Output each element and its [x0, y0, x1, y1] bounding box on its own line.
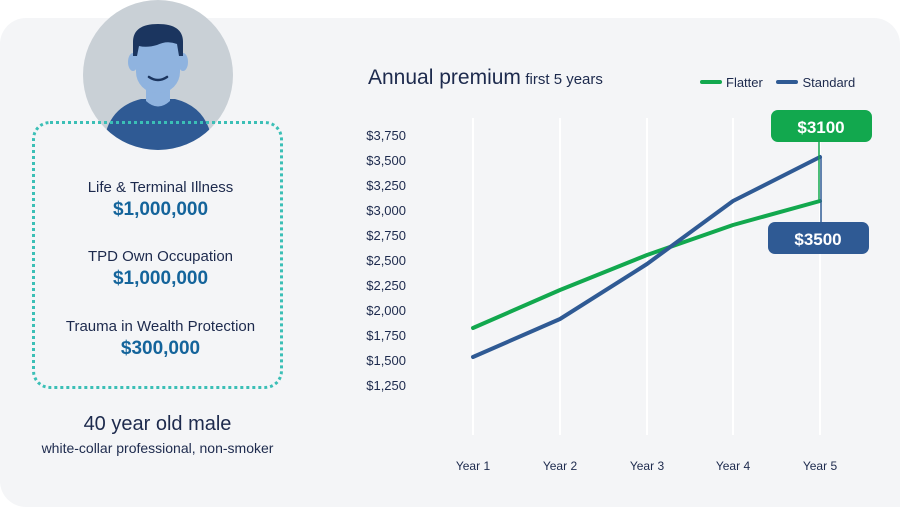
chart-title-main: Annual premium	[368, 66, 521, 89]
coverage-label: Life & Terminal Illness	[87, 179, 234, 196]
avatar	[83, 0, 233, 150]
coverage-label: TPD Own Occupation	[87, 248, 234, 265]
y-tick-label: $2,500	[366, 253, 406, 268]
coverage-box: Life & Terminal Illness $1,000,000 TPD O…	[32, 121, 283, 389]
x-tick-label: Year 4	[716, 459, 751, 473]
callout-label-standard: $3500	[794, 230, 841, 249]
x-tick-label: Year 1	[456, 459, 491, 473]
chart-title-sub: first 5 years	[525, 71, 603, 88]
y-tick-label: $3,750	[366, 128, 406, 143]
y-tick-label: $2,000	[366, 303, 406, 318]
legend-item-standard: Standard	[776, 75, 855, 90]
y-tick-label: $1,250	[366, 378, 406, 393]
y-tick-label: $3,250	[366, 178, 406, 193]
callout-badge-standard	[768, 222, 869, 254]
legend-swatch-flatter	[700, 80, 722, 84]
coverage-item-tpd: TPD Own Occupation $1,000,000	[35, 248, 286, 290]
coverage-label: Trauma in Wealth Protection	[65, 318, 256, 335]
y-tick-label: $1,750	[366, 328, 406, 343]
coverage-item-trauma: Trauma in Wealth Protection $300,000	[35, 318, 286, 360]
coverage-amount: $1,000,000	[112, 268, 209, 289]
profile-title: 40 year old male	[83, 413, 232, 435]
coverage-amount: $1,000,000	[112, 199, 209, 220]
series-line-standard	[471, 155, 822, 359]
y-tick-label: $3,500	[366, 153, 406, 168]
callout-label-flatter: $3100	[797, 118, 844, 137]
series-line-flatter	[471, 199, 822, 330]
x-tick-label: Year 2	[543, 459, 578, 473]
legend-label-standard: Standard	[802, 74, 856, 90]
y-tick-label: $3,000	[366, 203, 406, 218]
chart-legend: Flatter Standard	[700, 72, 865, 90]
y-tick-label: $1,500	[366, 353, 406, 368]
coverage-item-life: Life & Terminal Illness $1,000,000	[35, 179, 286, 221]
y-tick-label: $2,750	[366, 228, 406, 243]
profile: 40 year old male white-collar profession…	[0, 413, 315, 456]
y-tick-label: $2,250	[366, 278, 406, 293]
avatar-icon	[83, 0, 233, 150]
coverage-amount: $300,000	[120, 338, 201, 359]
x-tick-label: Year 5	[803, 459, 838, 473]
x-tick-label: Year 3	[630, 459, 665, 473]
chart-title: Annual premium first 5 years	[368, 66, 603, 90]
callout-badge-flatter	[771, 110, 872, 142]
legend-swatch-standard	[776, 80, 799, 84]
profile-subtitle: white-collar professional, non-smoker	[41, 440, 274, 456]
legend-label-flatter: Flatter	[726, 74, 763, 90]
legend-item-flatter: Flatter	[700, 75, 763, 90]
